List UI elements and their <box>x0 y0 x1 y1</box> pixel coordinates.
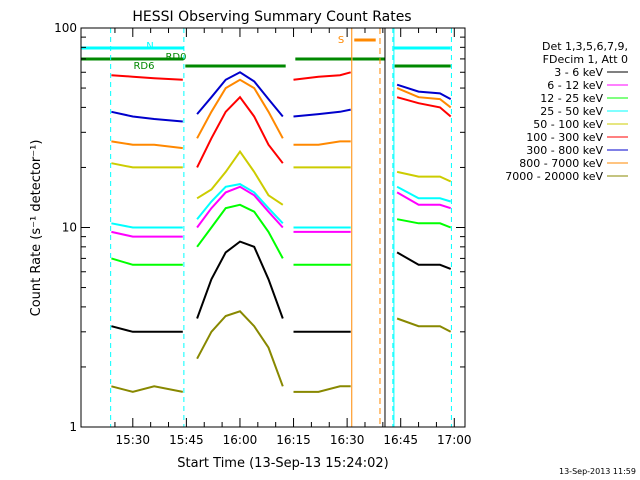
series-line <box>111 74 183 81</box>
legend-entry-label: 100 - 300 keV <box>526 131 603 144</box>
x-axis: 15:30 15:45 16:00 16:15 16:30 16:45 17:00 <box>114 28 472 447</box>
y-axis: 1 10 100 <box>54 21 465 434</box>
series-line <box>196 240 284 319</box>
series-line <box>111 140 183 150</box>
series-line <box>396 83 452 100</box>
series-line <box>293 108 351 118</box>
series-line <box>111 222 183 229</box>
y-tick-label: 10 <box>62 221 77 235</box>
series-line <box>396 218 452 229</box>
series-line <box>196 78 284 139</box>
legend-entry-label: 7000 - 20000 keV <box>505 170 603 183</box>
legend: Det 1,3,5,6,7,9,FDecim 1, Att 03 - 6 keV… <box>505 40 628 183</box>
x-axis-label: Start Time (13-Sep-13 15:24:02) <box>177 456 388 471</box>
annotation-label: RD0 <box>165 52 186 63</box>
x-tick-label: 16:45 <box>383 433 418 447</box>
series-layer <box>111 71 452 393</box>
series-line <box>196 203 284 259</box>
series-line <box>396 96 452 118</box>
annotation-label: S <box>338 35 344 46</box>
chart-title: HESSI Observing Summary Count Rates <box>132 9 411 25</box>
series-line <box>293 71 351 81</box>
series-line <box>196 149 284 206</box>
legend-header: Det 1,3,5,6,7,9, <box>542 40 628 53</box>
series-line <box>196 71 284 118</box>
series-line <box>111 257 183 266</box>
annotation-label: N <box>146 41 153 52</box>
x-tick-label: 16:15 <box>276 433 311 447</box>
series-line <box>111 162 183 169</box>
series-line <box>293 140 351 146</box>
annotation-label: RD6 <box>133 61 154 72</box>
y-tick-label: 1 <box>69 420 77 434</box>
series-line <box>111 325 183 333</box>
x-tick-label: 16:00 <box>223 433 258 447</box>
overlay-layer: N S RD6 RD0 <box>81 28 452 427</box>
legend-entry-label: 25 - 50 keV <box>540 105 603 118</box>
series-line <box>111 110 183 123</box>
series-line <box>293 385 351 393</box>
series-line <box>396 170 452 183</box>
series-line <box>111 385 183 393</box>
legend-header: FDecim 1, Att 0 <box>543 53 628 66</box>
x-tick-label: 16:30 <box>330 433 365 447</box>
y-axis-label: Count Rate (s⁻¹ detector⁻¹) <box>29 140 44 317</box>
footer-timestamp: 13-Sep-2013 11:59 <box>559 467 636 476</box>
series-line <box>396 317 452 333</box>
legend-entry-label: 300 - 800 keV <box>526 144 603 157</box>
series-line <box>196 183 284 224</box>
series-line <box>196 310 284 387</box>
series-line <box>396 87 452 109</box>
legend-entry-label: 12 - 25 keV <box>540 92 603 105</box>
series-line <box>111 230 183 238</box>
legend-entry-label: 6 - 12 keV <box>547 79 603 92</box>
legend-entry-label: 50 - 100 keV <box>533 118 603 131</box>
x-tick-label: 15:45 <box>169 433 204 447</box>
series-line <box>396 185 451 203</box>
x-tick-label: 17:00 <box>437 433 472 447</box>
series-line <box>396 191 452 210</box>
x-tick-label: 15:30 <box>115 433 150 447</box>
series-line <box>196 185 284 229</box>
series-line <box>196 95 284 168</box>
legend-entry-label: 3 - 6 keV <box>554 66 603 79</box>
legend-entry-label: 800 - 7000 keV <box>519 157 603 170</box>
series-line <box>396 251 452 270</box>
y-tick-label: 100 <box>54 21 77 35</box>
